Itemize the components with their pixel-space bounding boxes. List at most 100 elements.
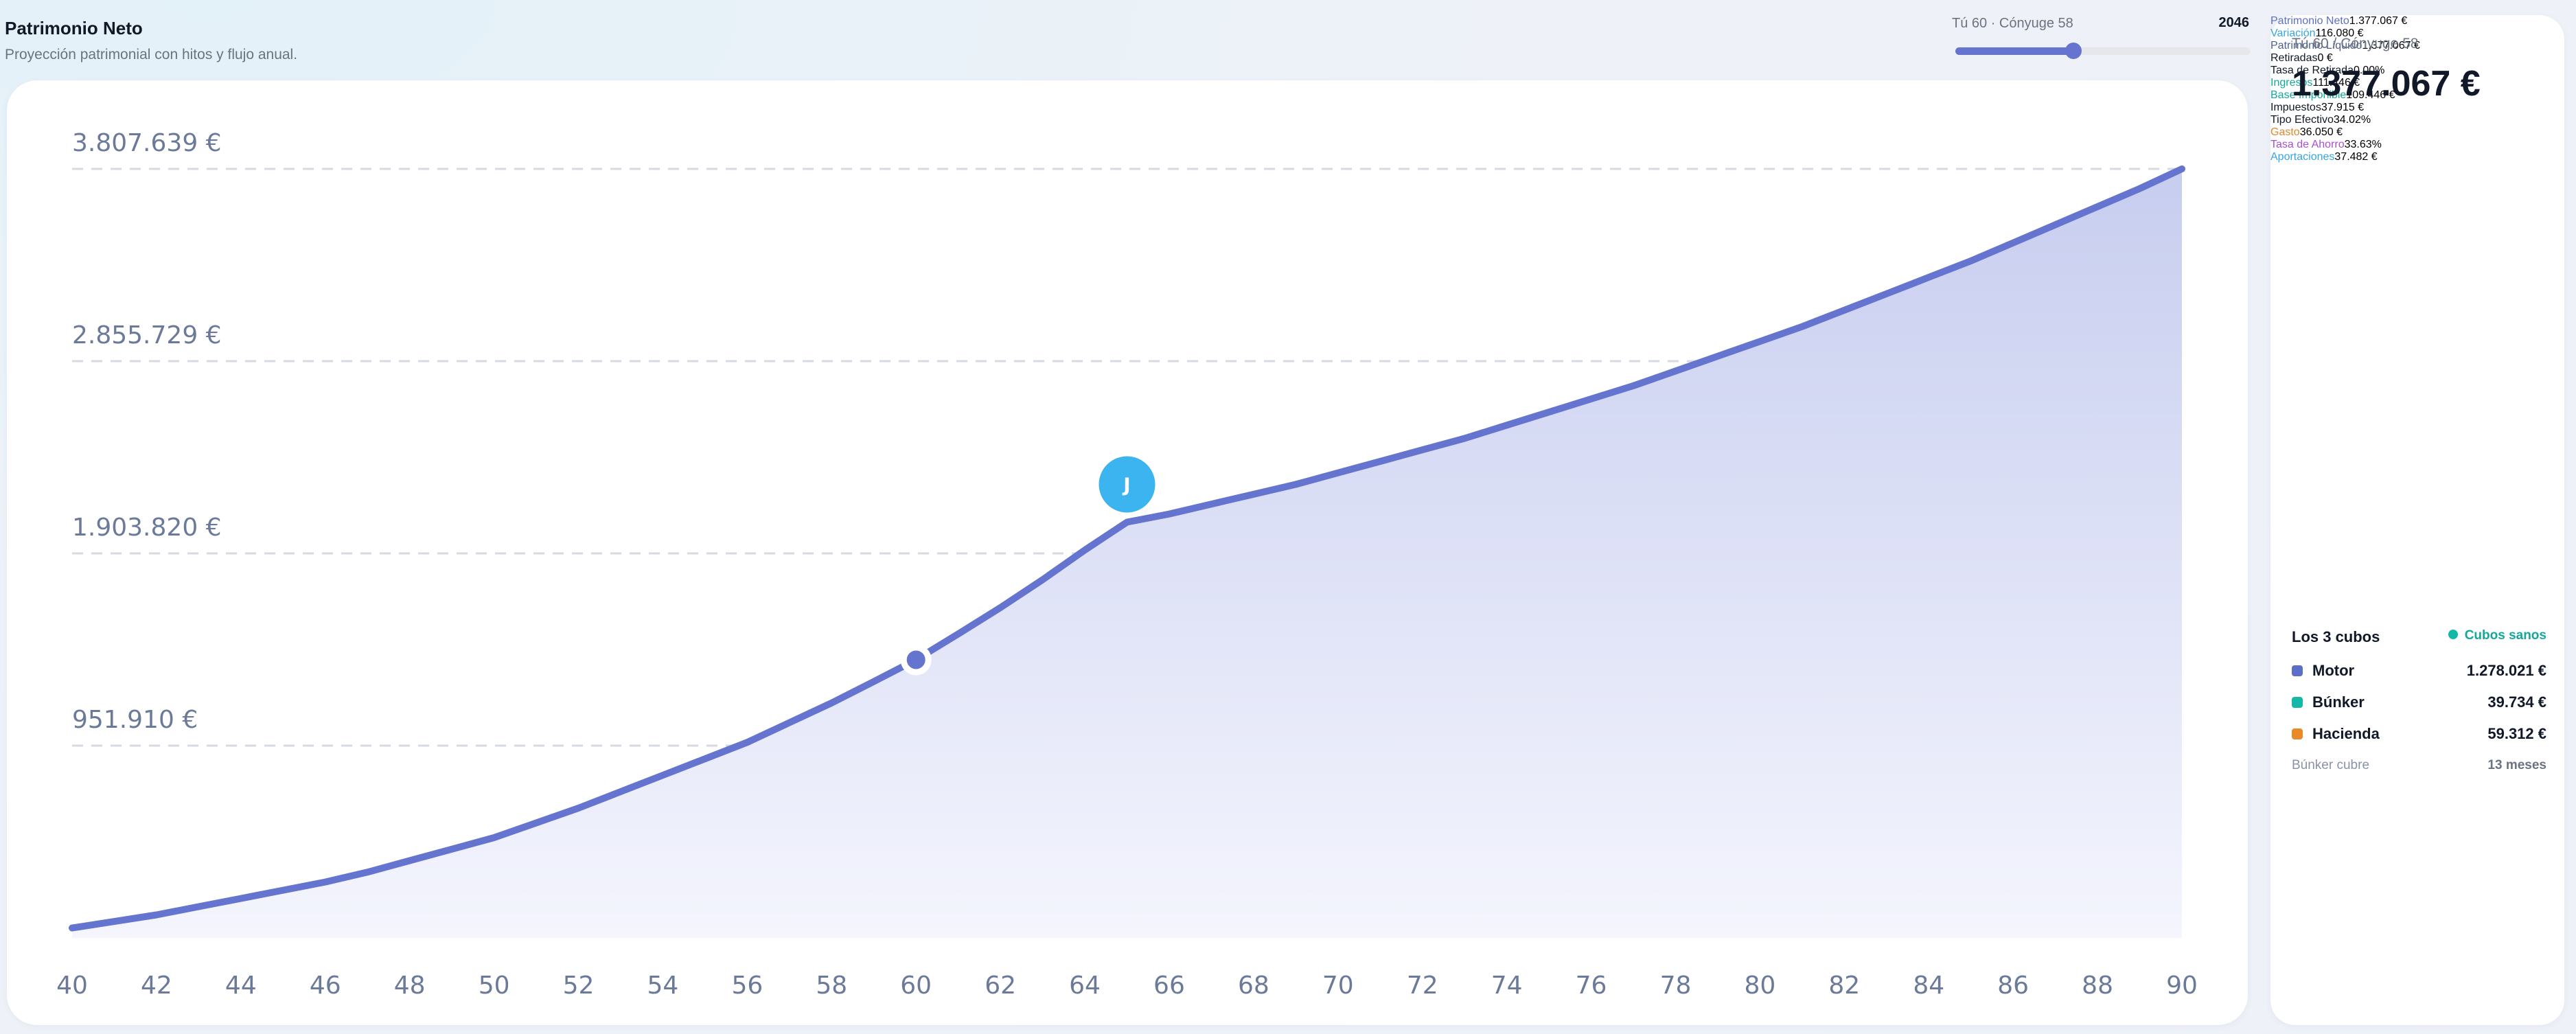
bucket-dot: [2292, 697, 2303, 708]
stat-label: Tasa de Retirada: [2270, 65, 2354, 76]
x-tick-label: 84: [1913, 972, 1944, 1000]
stat-label: Gasto: [2270, 126, 2300, 138]
stat-value: 1.377.067 €: [2362, 40, 2420, 51]
title: Patrimonio Neto: [5, 18, 143, 38]
line: [69, 165, 2185, 932]
slider-year: 2046: [2218, 15, 2250, 30]
stat-value: 34.02%: [2333, 114, 2371, 126]
status-dot: [2448, 630, 2458, 639]
x-tick-label: 76: [1576, 972, 1607, 1000]
area: [72, 169, 2182, 938]
bucket-name: Búnker: [2312, 693, 2365, 711]
stat-row: Tasa de Ahorro33.63%: [2270, 139, 2564, 151]
panel-subtitle: Tú 60 / Cónyuge 58: [2292, 36, 2419, 51]
x-tick-label: 82: [1828, 972, 1860, 1000]
stat-label: Aportaciones: [2270, 151, 2335, 163]
stat-value: 37.482 €: [2334, 151, 2378, 163]
stat-value: 1.377.067 €: [2349, 15, 2408, 27]
bucket-value: 59.312 €: [2487, 725, 2546, 742]
x-tick-label: 52: [563, 972, 595, 1000]
age-slider[interactable]: [1955, 43, 2251, 59]
stat-value: 37.915 €: [2321, 102, 2365, 113]
footer-label: Búnker cubre: [2292, 758, 2370, 772]
x-tick-label: 74: [1491, 972, 1523, 1000]
stat-row: Variación116.080 €: [2270, 27, 2564, 40]
bucket-name: Hacienda: [2312, 725, 2380, 742]
x-tick-label: 66: [1153, 972, 1185, 1000]
y-tick-label: 2.855.729 €: [72, 321, 222, 349]
milestone-label: J: [1122, 474, 1130, 496]
stat-value: 116.080 €: [2315, 27, 2364, 39]
subtitle: Proyección patrimonial con hitos y flujo…: [5, 47, 298, 62]
x-tick-label: 70: [1322, 972, 1354, 1000]
stat-label: Tipo Efectivo: [2270, 114, 2334, 126]
y-tick-label: 3.807.639 €: [72, 129, 222, 157]
x-tick-label: 78: [1660, 972, 1692, 1000]
stat-label: Retiradas: [2270, 52, 2318, 64]
x-tick-label: 80: [1744, 972, 1775, 1000]
stat-value: 33.63%: [2344, 139, 2382, 150]
x-tick-label: 44: [225, 972, 257, 1000]
stat-row: Patrimonio Neto1.377.067 €: [2270, 15, 2564, 27]
stat-label: Base Imponible: [2270, 89, 2347, 101]
stat-value: 0.00%: [2353, 65, 2385, 76]
chart-card: 951.910 € 1.903.820 € 2.855.729 € 3.807.639…: [7, 80, 2248, 1025]
x-tick-label: 68: [1238, 972, 1269, 1000]
x-tick-label: 50: [479, 972, 510, 1000]
y-tick-label: 1.903.820 €: [72, 514, 222, 542]
x-tick-label: 48: [394, 972, 426, 1000]
bucket-row: Motor 1.278.021 €: [2292, 662, 2546, 680]
buckets-title: Los 3 cubos: [2292, 628, 2380, 645]
milestone: [1099, 456, 1155, 513]
x-tick-label: 86: [1997, 972, 2029, 1000]
x-tick-label: 54: [647, 972, 679, 1000]
bucket-name: Motor: [2312, 662, 2355, 679]
x-tick-label: 72: [1407, 972, 1438, 1000]
x-tick-label: 42: [141, 972, 172, 1000]
stat-row: Retiradas0 €: [2270, 52, 2564, 65]
x-tick-label: 60: [900, 972, 932, 1000]
stat-row: Tasa de Retirada0.00%: [2270, 65, 2564, 77]
bucket-value: 39.734 €: [2487, 693, 2546, 711]
slider-fill: [1955, 47, 2073, 55]
stat-label: Patrimonio Líquido: [2270, 40, 2362, 51]
stat-row: Patrimonio Líquido1.377.067 €: [2270, 40, 2564, 52]
slider-label: Tú 60 · Cónyuge 58: [1952, 16, 2073, 31]
stat-row: Impuestos37.915 €: [2270, 102, 2564, 114]
stat-label: Patrimonio Neto: [2270, 15, 2349, 27]
x-tick-label: 62: [985, 972, 1016, 1000]
footer-value: 13 meses: [2487, 758, 2546, 772]
status-text: Cubos sanos: [2464, 628, 2546, 643]
x-tick-label: 46: [310, 972, 341, 1000]
stat-row: Tipo Efectivo34.02%: [2270, 114, 2564, 126]
x-tick-label: 64: [1069, 972, 1101, 1000]
y-tick-label: 951.910 €: [72, 706, 198, 734]
stat-row: Aportaciones37.482 €: [2270, 151, 2564, 163]
current-point: [900, 644, 932, 676]
bucket-row: Búnker 39.734 €: [2292, 693, 2546, 711]
x-tick-label: 88: [2082, 972, 2113, 1000]
panel-total: 1.377.067 €: [2292, 64, 2481, 104]
slider-knob[interactable]: [2065, 43, 2082, 59]
stat-label: Variación: [2270, 27, 2316, 39]
stat-value: 0 €: [2317, 52, 2333, 64]
x-tick-label: 40: [56, 972, 88, 1000]
bucket-dot: [2292, 665, 2303, 676]
summary-panel: Tú 60 / Cónyuge 58 1.377.067 € Patrimoni…: [2270, 15, 2564, 1025]
bucket-dot: [2292, 728, 2303, 739]
stat-value: 109.446 €: [2346, 89, 2395, 101]
stat-label: Ingresos: [2270, 77, 2313, 89]
stat-label: Tasa de Ahorro: [2270, 139, 2345, 150]
x-tick-label: 58: [816, 972, 847, 1000]
stat-row: Ingresos111.446 €: [2270, 77, 2564, 89]
stat-value: 36.050 €: [2299, 126, 2343, 138]
x-tick-label: 56: [731, 972, 763, 1000]
stat-row: Gasto36.050 €: [2270, 126, 2564, 139]
x-tick-label: 90: [2166, 972, 2198, 1000]
stat-value: 111.446 €: [2312, 77, 2360, 89]
stat-label: Impuestos: [2270, 102, 2321, 113]
chart: 951.910 € 1.903.820 € 2.855.729 € 3.807.639…: [56, 129, 2198, 1000]
buckets-status: Cubos sanos: [2448, 628, 2546, 643]
bucket-row: Hacienda 59.312 €: [2292, 725, 2546, 743]
